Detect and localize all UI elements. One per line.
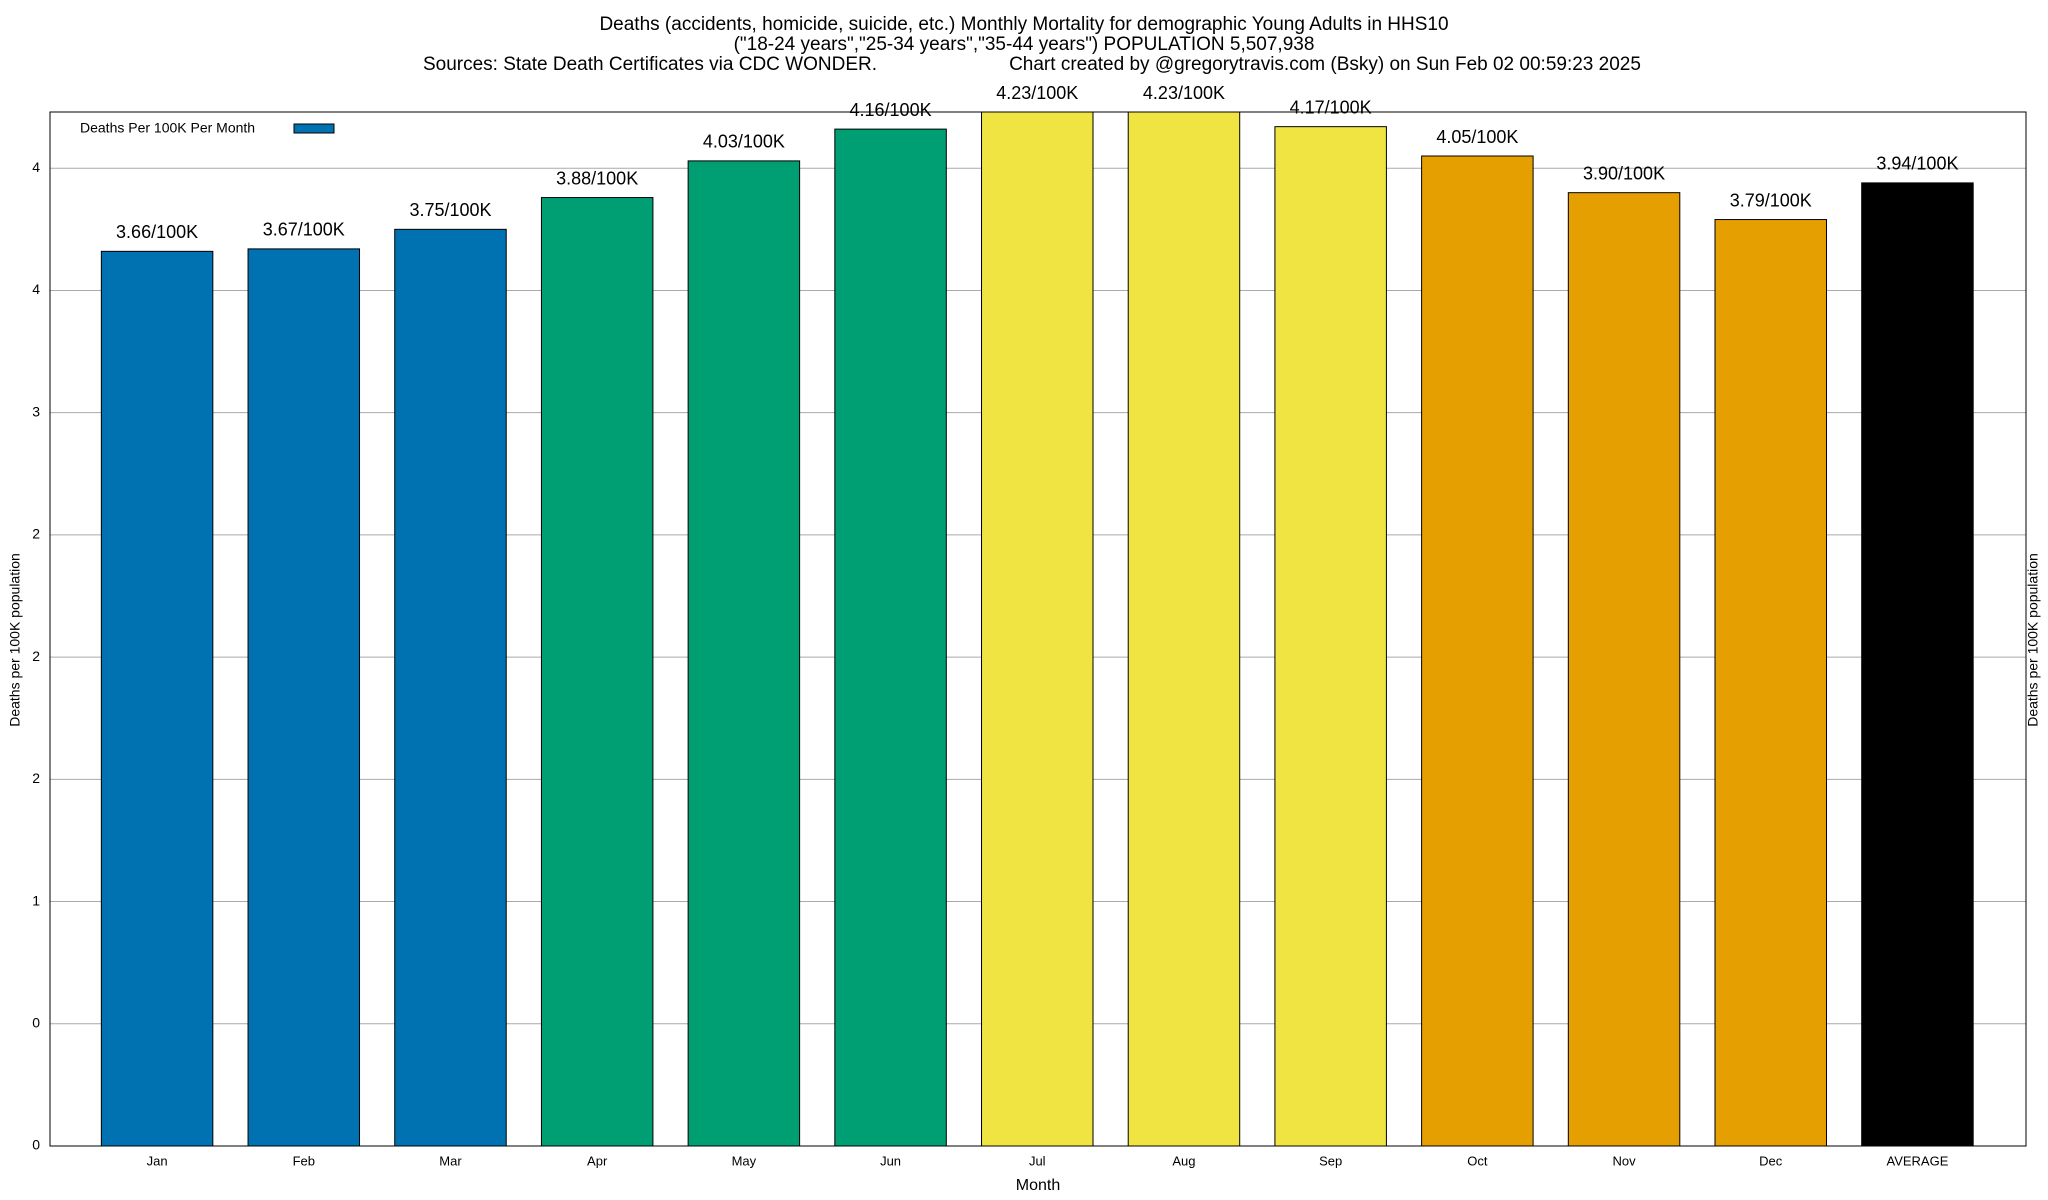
bar (1567, 192, 1681, 1147)
x-tick-label: Mar (439, 1153, 462, 1168)
value-label: 4.17/100K (1290, 97, 1372, 117)
x-tick-label: Jun (880, 1153, 901, 1168)
value-label: 3.94/100K (1876, 154, 1958, 174)
value-label: 4.23/100K (996, 83, 1078, 103)
source-note: Sources: State Death Certificates via CD… (423, 54, 877, 75)
y-tick-label: 2 (32, 648, 40, 664)
value-label: 4.23/100K (1143, 83, 1225, 103)
y-tick-label: 4 (32, 159, 40, 175)
x-tick-label: Feb (293, 1153, 315, 1168)
bar (1861, 182, 1974, 1147)
y-tick-label: 0 (32, 1137, 40, 1153)
x-axis-label: Month (1016, 1177, 1060, 1194)
bar (540, 197, 654, 1147)
x-tick-label: AVERAGE (1886, 1153, 1948, 1168)
value-label: 3.66/100K (116, 222, 198, 242)
value-label: 4.05/100K (1436, 127, 1518, 147)
y-tick-label: 2 (32, 770, 40, 786)
bar (1421, 155, 1534, 1147)
x-tick-label: Apr (587, 1153, 608, 1168)
bar (394, 228, 507, 1147)
y-axis-label: Deaths per 100K population (7, 553, 23, 727)
value-label: 4.03/100K (703, 132, 785, 152)
chart-title: Deaths (accidents, homicide, suicide, et… (599, 14, 1448, 35)
credit-note: Chart created by @gregorytravis.com (Bsk… (1009, 54, 1641, 75)
x-tick-label: Jul (1029, 1153, 1046, 1168)
legend-swatch (293, 123, 335, 134)
y2-axis-label: Deaths per 100K population (2025, 553, 2041, 727)
bar (1127, 111, 1241, 1147)
value-label: 3.79/100K (1730, 190, 1812, 210)
value-label: 3.88/100K (556, 168, 638, 188)
x-tick-label: Jan (147, 1153, 168, 1168)
bar (247, 248, 361, 1147)
value-label: 3.90/100K (1583, 163, 1665, 183)
x-tick-label: Aug (1172, 1153, 1195, 1168)
y-tick-label: 2 (32, 526, 40, 542)
value-label: 4.16/100K (850, 100, 932, 120)
bar (100, 250, 214, 1147)
y-tick-label: 4 (32, 281, 40, 297)
bar (981, 111, 1094, 1147)
x-tick-label: Oct (1467, 1153, 1488, 1168)
bar (1274, 126, 1387, 1147)
x-tick-label: Dec (1759, 1153, 1783, 1168)
value-label: 3.75/100K (409, 200, 491, 220)
plot-frame (49, 111, 2027, 1147)
bar (834, 128, 947, 1147)
value-label: 3.67/100K (263, 220, 345, 240)
y-tick-label: 1 (32, 892, 40, 908)
y-tick-label: 3 (32, 403, 40, 419)
y-tick-label: 0 (32, 1014, 40, 1030)
x-tick-label: Sep (1319, 1153, 1342, 1168)
bar (1714, 219, 1827, 1147)
legend-label: Deaths Per 100K Per Month (80, 120, 255, 136)
bar (687, 160, 801, 1147)
x-tick-label: May (732, 1153, 757, 1168)
x-tick-label: Nov (1612, 1153, 1636, 1168)
chart-subtitle: ("18-24 years","25-34 years","35-44 year… (734, 34, 1315, 55)
